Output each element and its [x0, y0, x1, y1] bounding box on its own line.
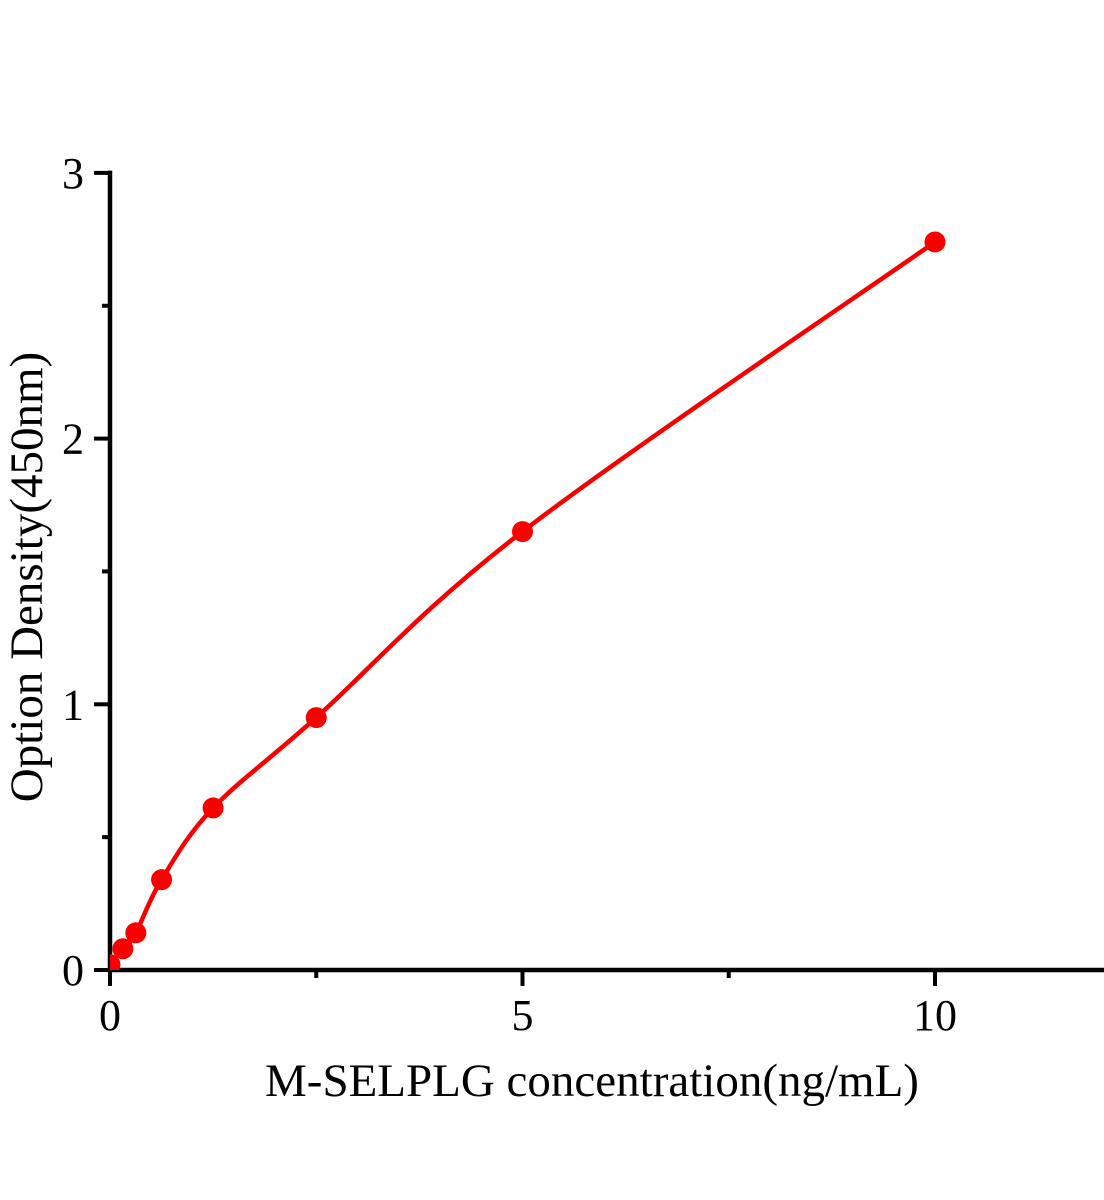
x-tick-label: 5: [512, 991, 534, 1040]
data-point: [110, 954, 121, 970]
x-tick-label: 0: [99, 991, 121, 1040]
data-point: [112, 938, 134, 960]
y-tick-label: 3: [62, 149, 84, 198]
x-tick-label: 10: [913, 991, 957, 1040]
y-axis-title: Option Density(450nm): [1, 352, 53, 802]
data-point: [305, 707, 327, 729]
data-point: [125, 922, 147, 944]
fitted-curve: [110, 239, 938, 967]
data-point: [202, 797, 224, 819]
y-tick-label: 2: [62, 415, 84, 464]
data-point: [512, 521, 533, 543]
data-point: [924, 231, 946, 253]
data-series: [110, 231, 946, 970]
data-point: [151, 869, 173, 891]
x-axis-title: M-SELPLG concentration(ng/mL): [265, 1055, 919, 1107]
axes: 0 5 10 0 1 2 3: [62, 149, 1104, 1040]
y-tick-label: 1: [62, 680, 84, 729]
y-tick-label: 0: [62, 946, 84, 995]
